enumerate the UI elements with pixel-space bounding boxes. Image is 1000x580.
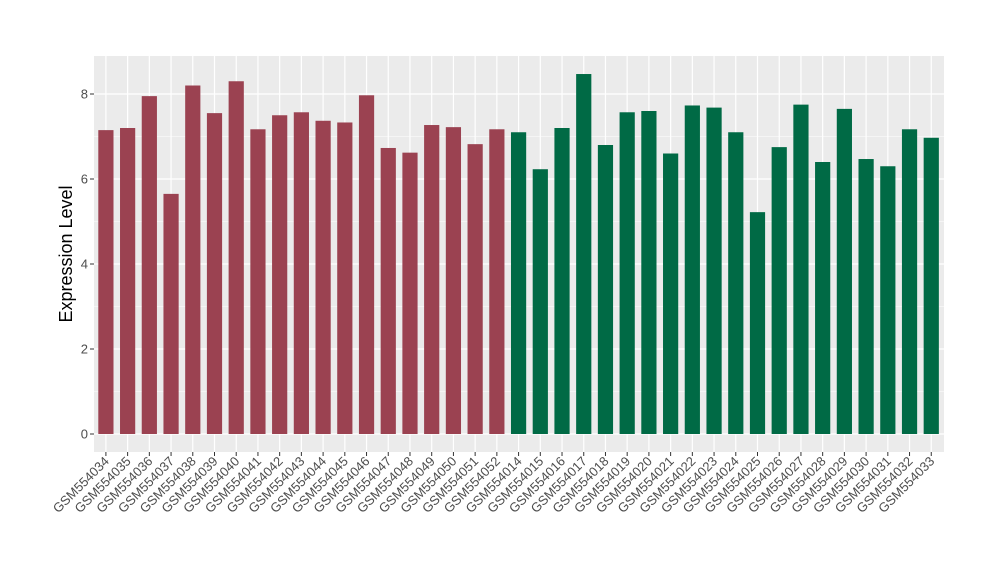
bar-GSM554028 [815,162,831,434]
x-axis: GSM554034GSM554035GSM554036GSM554037GSM5… [50,452,937,516]
bars [98,74,939,435]
bar-GSM554016 [554,128,570,434]
bar-GSM554041 [250,129,266,434]
y-tick-label: 6 [81,172,88,187]
y-tick-label: 4 [81,257,88,272]
y-axis: 0 2 4 6 8 [81,87,94,442]
bar-GSM554051 [467,144,483,434]
y-tick-label: 0 [81,427,88,442]
bar-GSM554035 [120,128,136,434]
bar-GSM554039 [206,113,223,434]
bar-GSM554038 [185,85,201,434]
bar-GSM554033 [923,137,939,434]
bar-GSM554031 [880,166,896,434]
bar-GSM554017 [576,74,592,435]
bar-GSM554022 [684,105,700,434]
bar-GSM554043 [293,112,309,435]
bar-GSM554030 [858,159,874,434]
bar-GSM554047 [380,147,396,434]
bar-GSM554036 [141,96,157,434]
y-tick-label: 2 [81,342,88,357]
bar-GSM554025 [749,212,766,434]
bar-GSM554048 [402,152,418,434]
bar-GSM554024 [728,132,744,434]
y-tick-label: 8 [81,87,88,102]
bar-GSM554049 [424,125,440,435]
bar-GSM554029 [836,108,852,434]
bar-GSM554040 [228,81,244,434]
bar-GSM554037 [163,193,179,434]
bar-GSM554015 [532,169,548,434]
bar-GSM554034 [98,130,114,434]
bar-GSM554026 [771,147,787,434]
bar-GSM554052 [489,129,505,434]
bar-GSM554014 [510,132,527,434]
bar-GSM554044 [315,120,331,435]
bar-GSM554050 [445,127,462,435]
bar-GSM554027 [793,104,809,434]
bar-GSM554018 [597,145,614,434]
bar-GSM554042 [272,115,288,434]
bar-GSM554046 [358,95,375,435]
bar-GSM554020 [641,111,657,434]
bar-GSM554021 [663,153,679,434]
bar-GSM554019 [619,112,635,435]
bar-GSM554045 [337,122,353,434]
y-axis-title: Expression Level [56,185,76,322]
bar-GSM554032 [901,129,918,434]
bar-GSM554023 [706,107,722,434]
